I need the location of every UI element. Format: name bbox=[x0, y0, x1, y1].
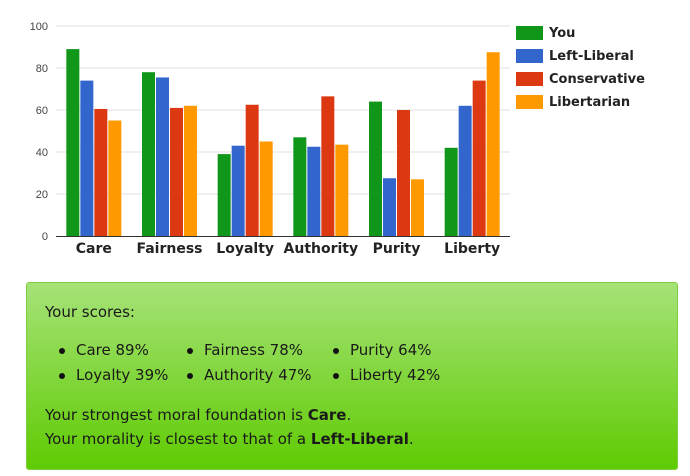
bar-left-liberal-fairness bbox=[156, 77, 169, 236]
strongest-value: Care bbox=[307, 406, 347, 424]
bar-libertarian-purity bbox=[411, 179, 424, 236]
bar-conservative-authority bbox=[321, 96, 335, 236]
x-category-label: Loyalty bbox=[216, 241, 274, 257]
bar-left-liberal-purity bbox=[383, 178, 396, 236]
bar-libertarian-care bbox=[108, 120, 122, 236]
x-category-label: Authority bbox=[284, 241, 359, 257]
x-category-label: Fairness bbox=[136, 241, 202, 257]
legend-swatch bbox=[516, 95, 543, 109]
bar-conservative-purity bbox=[397, 110, 410, 236]
legend-label: You bbox=[548, 26, 575, 41]
legend-swatch bbox=[516, 49, 543, 63]
y-tick-label: 20 bbox=[36, 189, 48, 201]
bar-libertarian-fairness bbox=[184, 105, 197, 236]
bar-you-authority bbox=[293, 137, 307, 236]
bar-you-purity bbox=[369, 101, 382, 236]
bar-libertarian-authority bbox=[335, 144, 349, 236]
legend-label: Left-Liberal bbox=[549, 49, 634, 64]
bar-you-care bbox=[66, 49, 80, 236]
bar-you-liberty bbox=[444, 147, 458, 236]
bar-conservative-care bbox=[94, 108, 108, 236]
y-tick-label: 100 bbox=[30, 21, 48, 33]
bar-left-liberal-loyalty bbox=[231, 145, 245, 236]
bar-libertarian-loyalty bbox=[259, 141, 273, 236]
chart-axes: 0 20 40 60 80 100 Care Fairness Loyalty Authority… bbox=[30, 21, 510, 257]
score-list: Care 89% Fairness 78% Purity 64% Loyalty… bbox=[59, 341, 659, 384]
bar-conservative-loyalty bbox=[245, 104, 259, 236]
bar-left-liberal-care bbox=[80, 80, 94, 236]
score-item-liberty: Liberty 42% bbox=[333, 366, 453, 384]
chart-bars bbox=[66, 49, 500, 237]
strongest-prefix: Your strongest moral foundation is bbox=[45, 406, 308, 424]
x-category-label: Care bbox=[76, 241, 112, 257]
score-item-fairness: Fairness 78% bbox=[187, 341, 333, 359]
y-tick-label: 80 bbox=[36, 63, 48, 75]
score-item-care: Care 89% bbox=[59, 341, 187, 359]
score-item-loyalty: Loyalty 39% bbox=[59, 366, 187, 384]
legend-label: Conservative bbox=[549, 72, 645, 87]
score-item-authority: Authority 47% bbox=[187, 366, 333, 384]
bar-you-loyalty bbox=[217, 154, 231, 236]
closest-prefix: Your morality is closest to that of a bbox=[45, 430, 311, 448]
closest-morality-text: Your morality is closest to that of a Le… bbox=[45, 430, 659, 448]
legend-swatch bbox=[516, 72, 543, 86]
x-category-label: Liberty bbox=[444, 241, 500, 257]
bar-chart: 0 20 40 60 80 100 Care Fairness Loyalty Authority… bbox=[30, 21, 645, 257]
legend-swatch bbox=[516, 26, 543, 40]
score-item-purity: Purity 64% bbox=[333, 341, 453, 359]
y-tick-label: 60 bbox=[36, 105, 48, 117]
bar-left-liberal-liberty bbox=[458, 105, 472, 236]
y-tick-label: 0 bbox=[42, 231, 48, 243]
bar-conservative-fairness bbox=[170, 107, 183, 237]
closest-value: Left-Liberal bbox=[310, 430, 409, 448]
scores-heading: Your scores: bbox=[45, 303, 135, 321]
bar-you-fairness bbox=[142, 72, 155, 236]
chart-legend: You Left-Liberal Conservative Libertarian bbox=[516, 26, 645, 110]
bar-conservative-liberty bbox=[472, 80, 486, 236]
bar-left-liberal-authority bbox=[307, 146, 321, 236]
closest-suffix: . bbox=[408, 430, 414, 448]
bar-libertarian-liberty bbox=[486, 52, 500, 236]
strongest-suffix: . bbox=[346, 406, 352, 424]
results-panel: Your scores: Care 89% Fairness 78% Purit… bbox=[26, 282, 678, 470]
x-category-label: Purity bbox=[373, 241, 421, 257]
legend-label: Libertarian bbox=[549, 95, 630, 110]
chart-gridlines bbox=[56, 25, 510, 195]
strongest-foundation-text: Your strongest moral foundation is Care. bbox=[45, 406, 659, 424]
y-tick-label: 40 bbox=[36, 147, 48, 159]
